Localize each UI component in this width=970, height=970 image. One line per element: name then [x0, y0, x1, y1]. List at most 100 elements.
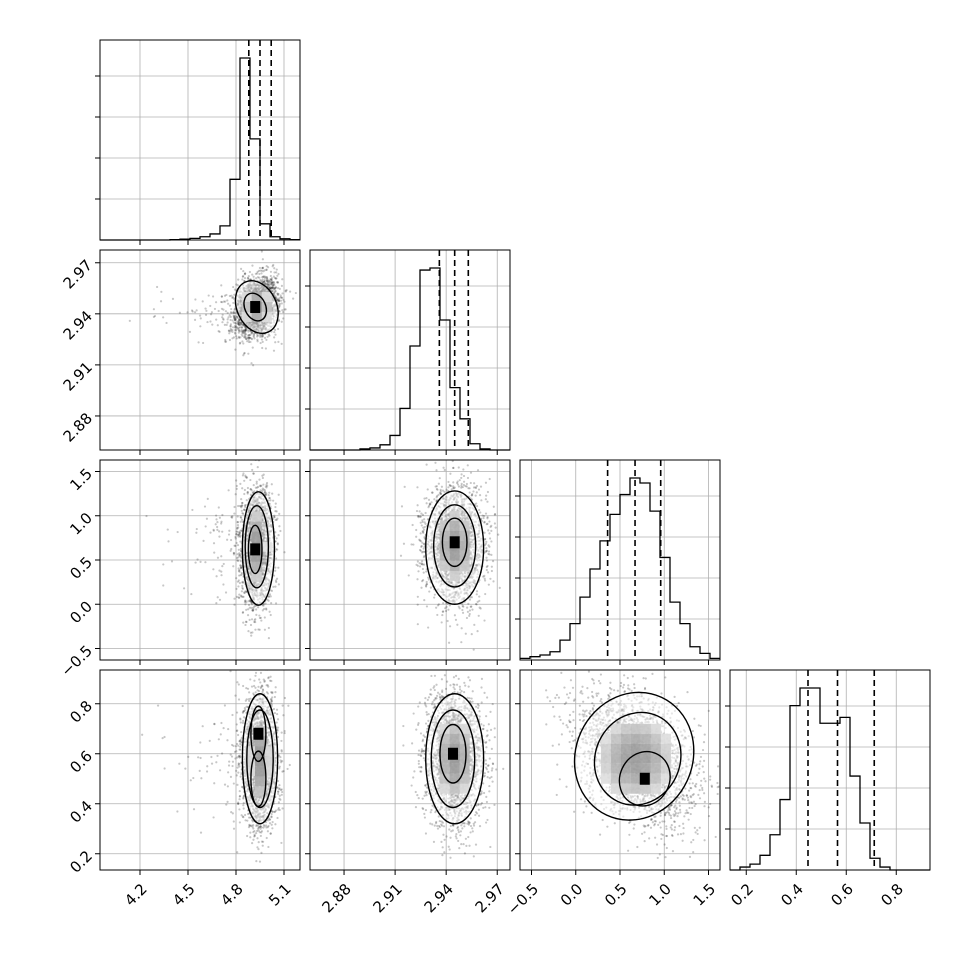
scatter-point	[240, 321, 243, 324]
scatter-point	[238, 593, 241, 596]
scatter-point	[234, 318, 237, 322]
scatter-point	[224, 310, 228, 313]
scatter-point	[276, 292, 279, 295]
scatter-point	[279, 296, 282, 299]
scatter-point	[261, 266, 264, 270]
scatter-point	[218, 530, 221, 533]
scatter-point	[268, 334, 271, 337]
scatter-point	[232, 301, 235, 305]
scatter-point	[253, 332, 256, 335]
scatter-point	[238, 531, 241, 534]
scatter-point	[249, 340, 252, 344]
scatter-point	[239, 326, 242, 329]
scatter-point	[256, 335, 259, 338]
scatter-point	[190, 592, 193, 596]
scatter-point	[275, 580, 278, 584]
scatter-point	[256, 270, 259, 274]
scatter-point	[274, 602, 278, 605]
scatter-point	[250, 463, 253, 466]
gridlines	[531, 460, 709, 660]
scatter-point	[236, 553, 239, 556]
scatter-point	[237, 326, 241, 329]
scatter-point	[261, 334, 264, 338]
scatter-point	[238, 323, 242, 327]
scatter-point	[236, 315, 239, 318]
scatter-point	[246, 614, 250, 617]
scatter-point	[216, 324, 219, 327]
scatter-point	[261, 346, 264, 350]
scatter-point	[283, 308, 286, 311]
histogram-p2	[310, 267, 510, 451]
scatter-point	[232, 311, 235, 314]
scatter-point	[204, 561, 207, 564]
scatter-point	[256, 276, 260, 279]
scatter-point	[273, 276, 277, 280]
scatter-point	[243, 330, 246, 333]
scatter-point	[237, 331, 240, 334]
scatter-point	[232, 565, 235, 568]
scatter-point	[237, 533, 240, 536]
scatter-point	[271, 289, 274, 293]
scatter-point	[222, 562, 225, 566]
scatter-point	[233, 505, 236, 509]
scatter-point	[238, 504, 242, 508]
scatter-point	[258, 266, 262, 270]
scatter-point	[224, 300, 227, 303]
scatter-point	[267, 279, 271, 282]
scatter-point	[244, 328, 247, 332]
scatter-point	[241, 580, 244, 583]
scatter-point	[276, 517, 279, 520]
scatter-point	[260, 484, 263, 487]
scatter-point	[242, 472, 245, 475]
scatter-point	[226, 299, 229, 302]
scatter-point	[261, 266, 265, 269]
scatter-point	[171, 297, 175, 300]
histogram-panel	[99, 39, 301, 241]
scatter-point	[234, 332, 237, 335]
scatter-point	[238, 329, 241, 333]
scatter-point	[234, 326, 237, 329]
scatter-point	[259, 269, 262, 272]
scatter-point	[235, 595, 238, 598]
scatter-point	[274, 333, 277, 336]
scatter-point	[270, 282, 273, 285]
scatter-point	[262, 275, 265, 278]
scatter-point	[259, 489, 262, 492]
scatter-point	[244, 331, 247, 334]
scatter-point	[220, 522, 223, 525]
scatter-point	[221, 316, 224, 319]
scatter-point	[212, 529, 215, 532]
scatter-point	[252, 606, 255, 609]
scatter-point	[265, 279, 268, 282]
scatter-point	[251, 609, 254, 612]
scatter-point	[160, 290, 163, 293]
scatter-point	[272, 283, 275, 286]
scatter-point	[273, 287, 276, 290]
scatter-point	[266, 281, 269, 284]
scatter-point	[249, 600, 252, 603]
scatter-point	[233, 316, 236, 319]
scatter-point	[233, 324, 237, 327]
scatter-point	[215, 318, 218, 321]
scatter-point	[253, 490, 256, 493]
scatter-point	[271, 286, 274, 289]
scatter-point	[251, 332, 254, 335]
scatter-point	[251, 264, 254, 267]
scatter-point	[235, 283, 238, 286]
contour-line	[243, 292, 268, 322]
scatter-point	[220, 295, 223, 298]
scatter-point	[278, 310, 281, 313]
scatter-point	[269, 287, 272, 291]
scatter-point	[240, 529, 243, 532]
scatter-point	[239, 336, 242, 339]
scatter-point	[216, 525, 219, 529]
scatter-point	[236, 320, 239, 323]
scatter-point	[233, 328, 237, 332]
scatter-point	[261, 280, 264, 284]
scatter-point	[269, 595, 272, 598]
scatter-point	[277, 272, 280, 276]
scatter-point	[278, 287, 281, 290]
scatter-point	[254, 628, 257, 631]
scatter-point	[247, 338, 250, 342]
scatter-point	[271, 286, 274, 289]
